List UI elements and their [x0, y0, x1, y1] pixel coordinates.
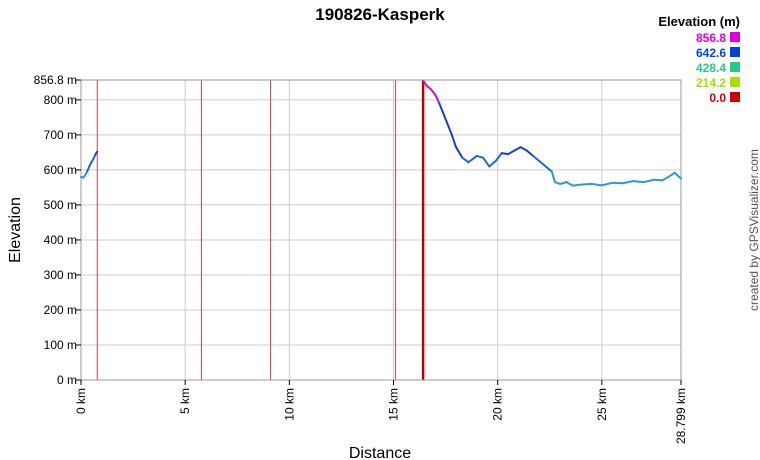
elevation-segment — [571, 183, 583, 187]
x-tick-label: 5 km — [178, 388, 192, 414]
y-tick-label: 700 m — [44, 128, 77, 142]
elevation-segment — [652, 178, 664, 182]
y-tick-label: 200 m — [44, 303, 77, 317]
elevation-segment — [525, 149, 535, 157]
elevation-segment — [673, 171, 682, 180]
elevation-segment — [438, 102, 447, 121]
legend-value: 428.4 — [696, 61, 726, 75]
chart-title: 190826-Kasperk — [315, 5, 445, 24]
elevation-segment — [507, 149, 516, 156]
elevation-segment — [580, 182, 593, 186]
x-tick-label: 20 km — [491, 388, 505, 421]
x-tick-label: 15 km — [387, 388, 401, 421]
x-axis-label: Distance — [349, 445, 411, 460]
elevation-segment — [513, 146, 522, 152]
x-tick-labels: 0 km 5 km 10 km 15 km 20 km 25 km 28.799 km — [74, 380, 688, 444]
elevation-segment — [661, 175, 670, 182]
legend-swatch — [730, 32, 740, 42]
elevation-segment — [467, 154, 478, 164]
credit-text: created by GPSVisualizer.com — [747, 149, 760, 311]
elevation-segment — [565, 181, 574, 187]
elevation-segment — [450, 133, 458, 149]
segment-breaks — [96, 80, 425, 380]
elevation-segment — [559, 181, 568, 185]
y-tick-label: 600 m — [44, 163, 77, 177]
elevation-segment — [538, 160, 547, 168]
legend-value: 856.8 — [696, 31, 726, 45]
elevation-segment — [461, 156, 470, 164]
elevation-segment — [642, 178, 655, 184]
elevation-segment — [632, 180, 645, 184]
y-tick-label: 100 m — [44, 338, 77, 352]
elevation-segment — [94, 150, 99, 156]
series-group — [80, 80, 682, 187]
elevation-segment — [434, 93, 441, 105]
x-tick-label: 10 km — [282, 388, 296, 421]
legend-swatch — [730, 62, 740, 72]
elevation-segment — [430, 88, 437, 96]
legend-swatch — [730, 92, 740, 102]
legend-value: 214.2 — [696, 76, 726, 90]
y-tick-label: 300 m — [44, 268, 77, 282]
y-axis-label: Elevation — [7, 197, 24, 263]
y-tick-label: 800 m — [44, 93, 77, 107]
elevation-segment — [500, 152, 510, 156]
plot-frame — [80, 79, 682, 381]
elevation-segment — [590, 182, 603, 187]
x-tick-label: 28.799 km — [674, 388, 688, 444]
legend-title: Elevation (m) — [658, 14, 740, 29]
x-tick-label: 25 km — [595, 388, 609, 421]
grid — [80, 79, 682, 381]
y-tick-label: 500 m — [44, 198, 77, 212]
elevation-segment — [488, 160, 497, 168]
elevation-segment — [667, 171, 676, 178]
elevation-segment — [519, 146, 528, 152]
legend-swatch — [730, 77, 740, 87]
legend-swatch — [730, 47, 740, 57]
y-tick-label: 0 m — [57, 373, 77, 387]
y-tick-labels: 0 m 100 m 200 m 300 m 400 m 500 m 600 m 700 m 80… — [34, 73, 81, 387]
x-tick-label: 0 km — [74, 388, 88, 414]
elevation-segment — [482, 156, 491, 168]
elevation-segment — [550, 170, 556, 184]
elevation-segment — [621, 180, 635, 185]
elevation-segment — [600, 181, 614, 187]
elevation-segment — [494, 152, 503, 163]
legend-value: 0.0 — [709, 91, 726, 105]
elevation-segment — [532, 154, 541, 163]
y-tick-label: 856.8 m — [34, 73, 77, 87]
elevation-segment — [455, 146, 464, 159]
y-tick-label: 400 m — [44, 233, 77, 247]
elevation-segment — [544, 165, 553, 173]
elevation-segment — [444, 118, 453, 136]
elevation-segment — [475, 154, 485, 159]
legend-value: 642.6 — [696, 46, 726, 60]
